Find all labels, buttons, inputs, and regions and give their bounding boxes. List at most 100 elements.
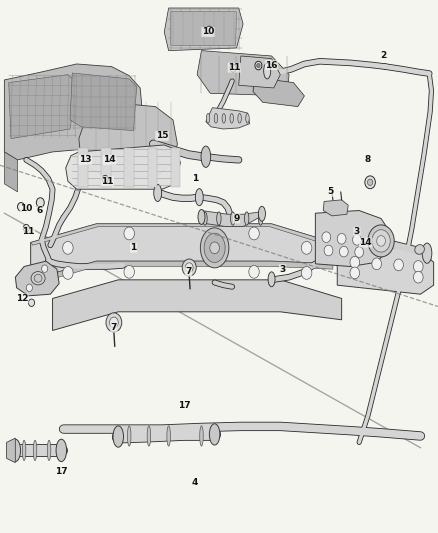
Circle shape: [110, 317, 118, 328]
Circle shape: [63, 241, 73, 254]
Text: 9: 9: [233, 214, 240, 223]
Text: 5: 5: [328, 188, 334, 196]
Polygon shape: [31, 224, 333, 245]
Circle shape: [23, 224, 29, 232]
Circle shape: [257, 63, 260, 68]
Circle shape: [249, 227, 259, 240]
Ellipse shape: [33, 440, 37, 461]
Ellipse shape: [31, 271, 45, 285]
Ellipse shape: [204, 233, 225, 263]
Ellipse shape: [198, 209, 205, 224]
Circle shape: [413, 271, 423, 283]
Circle shape: [26, 284, 32, 292]
Circle shape: [124, 265, 134, 278]
Circle shape: [36, 198, 44, 207]
Ellipse shape: [422, 243, 432, 263]
Ellipse shape: [203, 212, 207, 225]
Ellipse shape: [127, 426, 131, 446]
Circle shape: [365, 176, 375, 189]
Polygon shape: [164, 8, 243, 51]
Circle shape: [339, 246, 348, 257]
Ellipse shape: [34, 274, 42, 282]
Text: 2: 2: [380, 52, 386, 60]
Text: 11: 11: [101, 177, 113, 185]
Text: 1: 1: [192, 174, 198, 183]
Ellipse shape: [214, 114, 218, 123]
Text: 3: 3: [279, 265, 286, 273]
Polygon shape: [31, 224, 333, 280]
Text: 4: 4: [192, 478, 198, 487]
Ellipse shape: [209, 424, 220, 445]
Polygon shape: [101, 148, 111, 187]
Polygon shape: [239, 56, 280, 88]
Ellipse shape: [200, 426, 203, 446]
Text: 3: 3: [354, 228, 360, 236]
Ellipse shape: [258, 206, 265, 221]
Ellipse shape: [147, 426, 151, 446]
Text: 7: 7: [185, 268, 191, 276]
Polygon shape: [4, 64, 142, 160]
Polygon shape: [323, 200, 348, 216]
Circle shape: [301, 266, 312, 279]
Polygon shape: [315, 211, 390, 266]
Polygon shape: [78, 148, 88, 187]
Ellipse shape: [258, 212, 263, 225]
Circle shape: [355, 247, 364, 257]
Polygon shape: [171, 12, 237, 45]
Ellipse shape: [415, 245, 424, 254]
Text: 11: 11: [22, 228, 35, 236]
Ellipse shape: [210, 242, 219, 254]
Polygon shape: [53, 280, 342, 330]
Ellipse shape: [230, 212, 235, 225]
Ellipse shape: [56, 439, 67, 462]
Text: 15: 15: [156, 132, 168, 140]
Ellipse shape: [244, 212, 249, 225]
Circle shape: [18, 203, 25, 211]
Ellipse shape: [377, 236, 385, 246]
Circle shape: [124, 227, 134, 240]
Polygon shape: [31, 261, 333, 285]
Circle shape: [230, 64, 236, 72]
Ellipse shape: [368, 225, 394, 257]
Text: 8: 8: [365, 156, 371, 164]
Polygon shape: [66, 145, 180, 189]
Polygon shape: [124, 148, 134, 187]
Ellipse shape: [195, 189, 203, 206]
Circle shape: [206, 26, 212, 34]
Circle shape: [182, 259, 196, 276]
Polygon shape: [148, 148, 157, 187]
Ellipse shape: [264, 63, 271, 79]
Circle shape: [106, 313, 122, 332]
Ellipse shape: [22, 440, 26, 461]
Ellipse shape: [268, 272, 275, 287]
Ellipse shape: [206, 114, 210, 123]
Polygon shape: [4, 152, 18, 192]
Circle shape: [350, 267, 360, 279]
Text: 6: 6: [36, 206, 42, 215]
Text: 11: 11: [228, 63, 240, 72]
Polygon shape: [197, 51, 289, 96]
Ellipse shape: [222, 114, 226, 123]
Circle shape: [367, 179, 373, 185]
Circle shape: [249, 265, 259, 278]
Circle shape: [28, 299, 35, 306]
Text: 17: 17: [178, 401, 190, 409]
Ellipse shape: [217, 212, 221, 225]
Polygon shape: [171, 148, 180, 187]
Circle shape: [322, 232, 331, 243]
Ellipse shape: [201, 146, 211, 167]
Ellipse shape: [47, 440, 51, 461]
Polygon shape: [7, 438, 15, 463]
Polygon shape: [201, 211, 263, 227]
Ellipse shape: [372, 230, 390, 252]
Ellipse shape: [238, 114, 241, 123]
Circle shape: [255, 61, 262, 70]
Text: 10: 10: [202, 28, 214, 36]
Text: 16: 16: [265, 61, 278, 69]
Text: 13: 13: [79, 156, 92, 164]
Polygon shape: [79, 101, 177, 179]
Circle shape: [324, 245, 333, 256]
Circle shape: [413, 261, 423, 272]
Ellipse shape: [246, 114, 249, 123]
Ellipse shape: [113, 426, 124, 447]
